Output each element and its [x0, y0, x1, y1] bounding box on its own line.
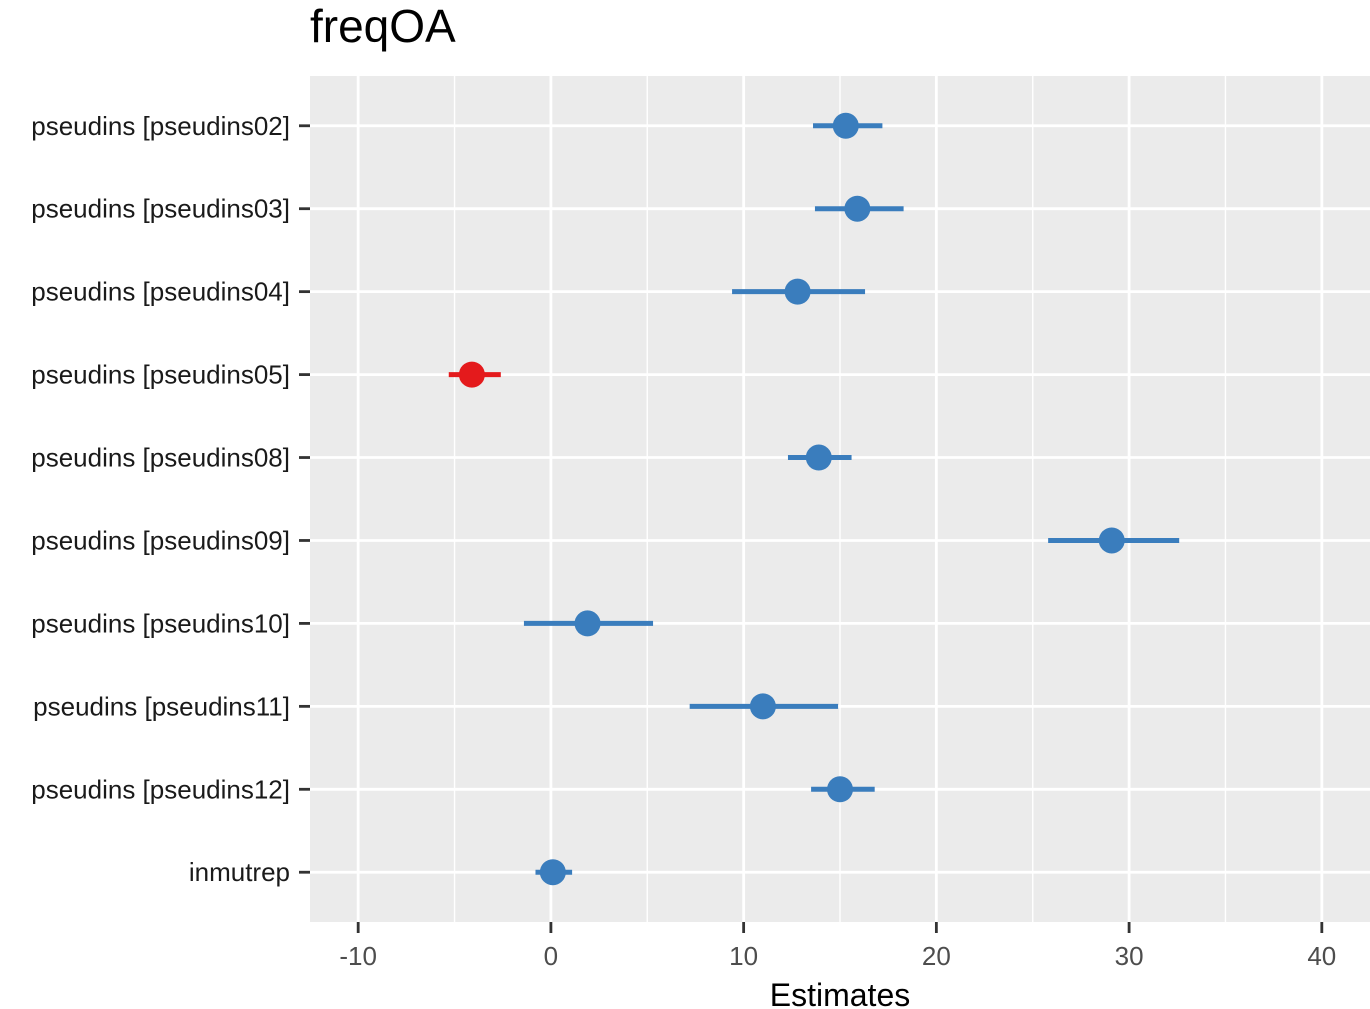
- x-tick-label: 40: [1307, 941, 1336, 971]
- y-tick-label: pseudins [pseudins10]: [31, 608, 290, 638]
- data-marks: [448, 112, 1180, 886]
- estimate-point: [784, 278, 811, 305]
- y-tick-label: pseudins [pseudins11]: [33, 691, 290, 721]
- x-tick-label: 30: [1115, 941, 1144, 971]
- estimate-point: [844, 195, 871, 222]
- x-tick-label: 10: [729, 941, 758, 971]
- estimate-point: [805, 444, 832, 471]
- x-tick-label: -10: [339, 941, 377, 971]
- y-axis: pseudins [pseudins02] pseudins [pseudins0…: [31, 111, 310, 887]
- y-tick-label: pseudins [pseudins05]: [31, 360, 290, 390]
- y-tick-label: pseudins [pseudins02]: [31, 111, 290, 141]
- y-tick-label: pseudins [pseudins12]: [31, 774, 290, 804]
- y-tick-label: inmutrep: [189, 857, 290, 887]
- estimate-point: [832, 112, 859, 139]
- estimate-point: [458, 361, 485, 388]
- x-axis: -10 0 10 20 30 40: [339, 922, 1336, 971]
- x-axis-title: Estimates: [770, 977, 910, 1009]
- y-tick-label: pseudins [pseudins08]: [31, 443, 290, 473]
- x-tick-label: 0: [544, 941, 558, 971]
- estimate-point: [749, 693, 776, 720]
- chart-title: freqOA: [310, 0, 456, 52]
- estimate-point: [539, 859, 566, 886]
- y-tick-label: pseudins [pseudins04]: [31, 277, 290, 307]
- estimate-point: [574, 610, 601, 637]
- estimate-point: [1098, 527, 1125, 554]
- x-tick-label: 20: [922, 941, 951, 971]
- y-tick-label: pseudins [pseudins03]: [31, 194, 290, 224]
- y-tick-label: pseudins [pseudins09]: [31, 525, 290, 555]
- estimate-point: [827, 776, 853, 803]
